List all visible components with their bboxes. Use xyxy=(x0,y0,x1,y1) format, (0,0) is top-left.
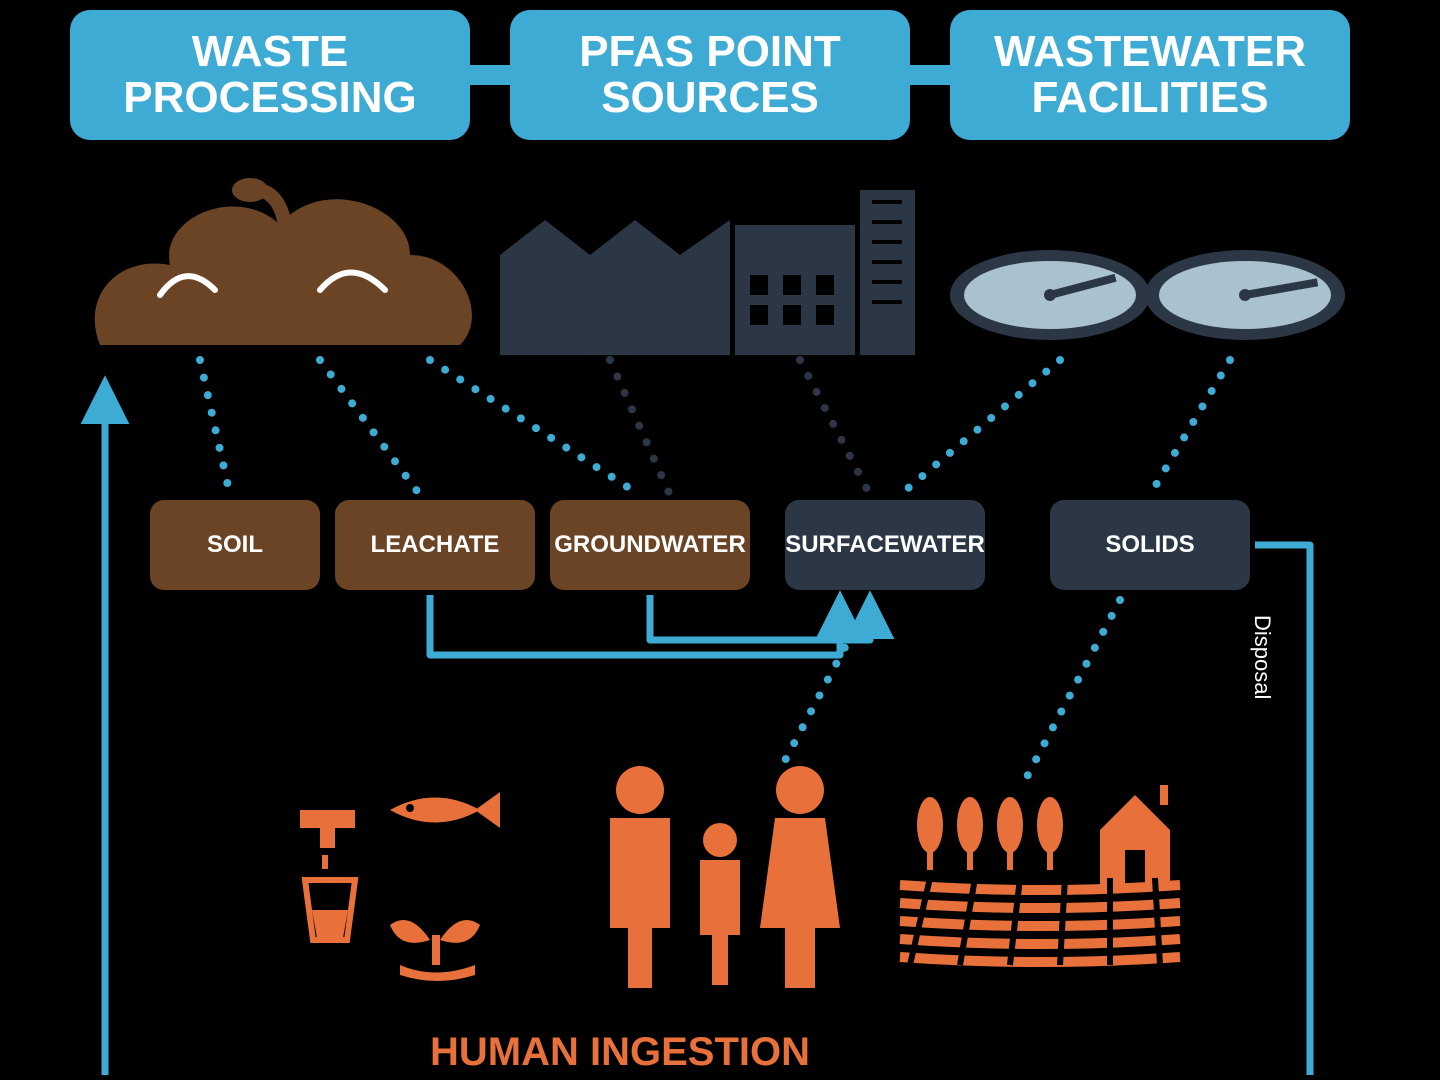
pathway-leachate: LEACHATE xyxy=(335,500,535,590)
pathway-surfacewater: SURFACEWATER xyxy=(785,500,985,590)
pathway-soil: SOIL xyxy=(150,500,320,590)
disposal-label: Disposal xyxy=(1249,615,1275,699)
pathway-groundwater: GROUNDWATER xyxy=(550,500,750,590)
pathway-solids: SOLIDS xyxy=(1050,500,1250,590)
human-ingestion-label: HUMAN INGESTION xyxy=(430,1030,810,1075)
